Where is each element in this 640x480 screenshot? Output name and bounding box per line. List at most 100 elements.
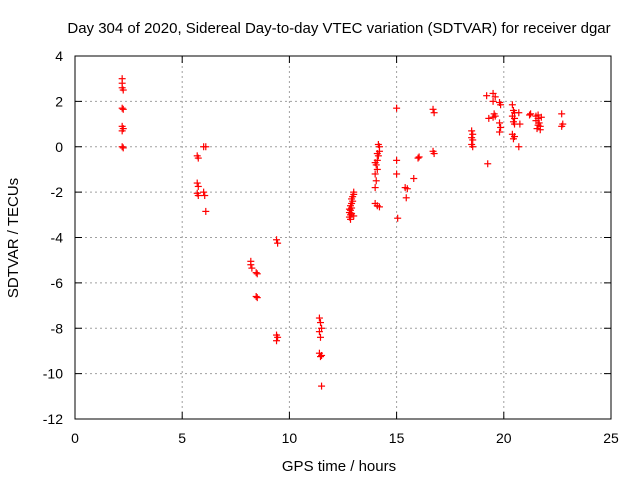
data-point [252, 292, 260, 300]
data-point [537, 113, 545, 121]
data-point [193, 179, 201, 187]
data-point [253, 270, 261, 278]
data-point [375, 203, 383, 211]
data-point [247, 261, 255, 269]
data-point [371, 159, 379, 167]
y-tick-label: -2 [51, 184, 64, 200]
data-point [373, 150, 381, 158]
data-point [253, 294, 261, 302]
x-tick-label: 5 [178, 430, 186, 446]
data-point [491, 112, 499, 120]
data-point [558, 110, 566, 118]
data-point [316, 353, 324, 361]
data-point [316, 333, 324, 341]
data-point [119, 144, 127, 152]
data-point [318, 351, 326, 359]
data-point [318, 382, 326, 390]
data-point [515, 143, 523, 151]
data-point [430, 150, 438, 158]
data-point [393, 170, 401, 178]
data-point [274, 239, 282, 247]
data-points [118, 75, 567, 390]
data-point [468, 127, 476, 135]
data-point [414, 154, 422, 162]
data-point [516, 120, 524, 128]
data-point [315, 328, 323, 336]
data-point [118, 104, 126, 112]
x-tick-label: 15 [389, 430, 405, 446]
data-point [273, 236, 281, 244]
data-point [429, 105, 437, 113]
data-point [373, 165, 381, 173]
data-point [430, 109, 438, 117]
data-point [201, 192, 209, 200]
data-point [371, 170, 379, 178]
data-point [252, 269, 260, 277]
data-point [350, 212, 358, 220]
data-point [496, 128, 504, 136]
data-point [526, 111, 534, 119]
chart-title: Day 304 of 2020, Sidereal Day-to-day VTE… [67, 20, 610, 37]
data-point [119, 105, 127, 113]
data-point [489, 97, 497, 105]
data-point [118, 143, 126, 151]
data-point [515, 109, 523, 117]
data-point [469, 143, 477, 151]
data-point [497, 123, 505, 131]
data-point [484, 160, 492, 168]
data-point [347, 215, 355, 223]
y-axis-label: SDTVAR / TECUs [5, 178, 22, 298]
data-point [374, 140, 382, 148]
data-point [508, 101, 516, 109]
data-point [485, 114, 493, 122]
data-point [350, 188, 358, 196]
x-tick-label: 0 [71, 430, 79, 446]
data-point [371, 184, 379, 192]
y-tick-label: 4 [55, 48, 63, 64]
data-point [558, 122, 566, 130]
data-point [248, 264, 256, 272]
data-point [483, 92, 491, 100]
data-point [202, 143, 210, 151]
y-tick-labels: -12 -10 -8 -6 -4 -2 0 2 4 [43, 48, 63, 427]
data-point [469, 136, 477, 144]
data-point [372, 177, 380, 185]
x-tick-labels: 0 5 10 15 20 25 [71, 430, 619, 446]
y-tick-label: -4 [51, 230, 64, 246]
data-point [194, 192, 202, 200]
y-tick-label: 0 [55, 139, 63, 155]
y-tick-label: -8 [51, 320, 64, 336]
data-point [200, 188, 208, 196]
x-axis-label: GPS time / hours [282, 458, 396, 475]
data-point [536, 126, 544, 134]
data-point [194, 154, 202, 162]
data-point [273, 337, 281, 345]
data-point [410, 175, 418, 183]
data-point [274, 333, 282, 341]
axis-ticks [74, 55, 612, 420]
data-point [403, 185, 411, 193]
data-point [496, 119, 504, 127]
data-point [497, 101, 505, 109]
y-tick-label: -10 [43, 366, 63, 382]
data-point [527, 110, 535, 118]
data-point [315, 314, 323, 322]
data-point [394, 214, 402, 222]
x-tick-label: 20 [496, 430, 512, 446]
data-point [118, 127, 126, 135]
y-tick-label: 2 [55, 93, 63, 109]
data-point [316, 319, 324, 327]
y-tick-label: -6 [51, 275, 64, 291]
x-tick-label: 25 [603, 430, 619, 446]
data-point [194, 182, 202, 190]
data-point [509, 135, 517, 143]
data-point [533, 125, 541, 133]
data-point [491, 93, 499, 101]
data-point [119, 86, 127, 94]
data-point [402, 194, 410, 202]
x-tick-label: 10 [282, 430, 298, 446]
data-point [345, 205, 353, 213]
data-point [393, 104, 401, 112]
data-point [415, 153, 423, 161]
